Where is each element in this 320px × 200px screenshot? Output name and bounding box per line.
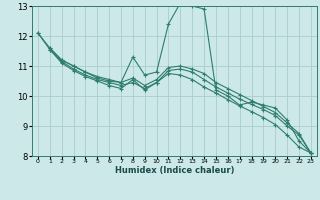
X-axis label: Humidex (Indice chaleur): Humidex (Indice chaleur) <box>115 166 234 175</box>
